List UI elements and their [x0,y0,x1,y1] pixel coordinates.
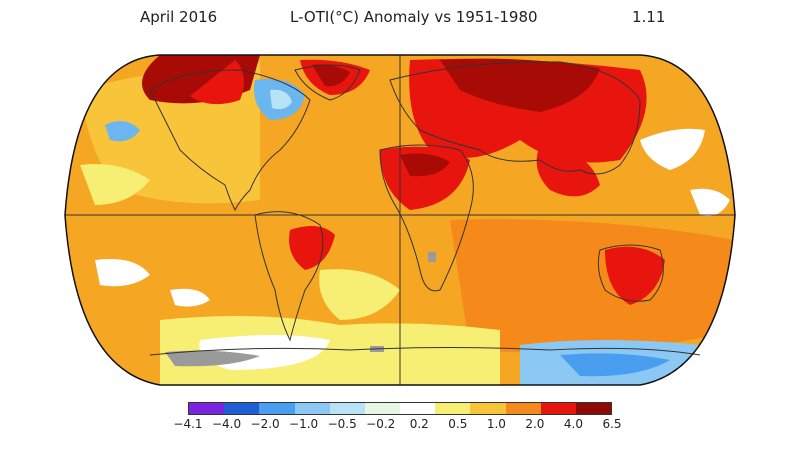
colorbar-tick-label: 0.2 [409,417,429,431]
colorbar-segment [470,403,506,414]
australia-outline [597,244,664,302]
colorbar-segment [400,403,436,414]
colorbar-segment [364,403,401,414]
colorbar-tick-label: 1.0 [486,417,506,431]
colorbar-legend: −4.1 −4.0 −2.0 −1.0 −0.5 −0.2 0.2 0.5 1.0 2.0 4.0 6… [173,402,622,442]
south-america-outline [254,211,324,342]
colorbar-segment [575,403,612,414]
north-america-outline [149,69,311,212]
coastlines [149,61,701,356]
greenland-outline [294,64,361,101]
date-label: April 2016 [140,8,218,26]
colorbar-tick-label: 2.0 [525,417,545,431]
africa-outline [379,144,474,292]
southern-ocean-yellow [160,316,500,385]
antarctica-outline [149,347,701,356]
colorbar-tick-label: −1.0 [289,417,319,431]
colorbar-segment [294,403,330,414]
colorbar-tick-label: −2.0 [250,417,280,431]
map-frame [64,54,736,386]
colorbar-segment [505,403,541,414]
amazon-hotspot [289,226,335,270]
colorbar-segment [259,403,295,414]
colorbar-segment [189,403,225,414]
australia-hotspot [605,246,665,305]
colorbar-segment [329,403,365,414]
colorbar-tick-label: −4.1 [173,417,203,431]
colorbar-segment [540,403,576,414]
missing-data-gray [165,350,260,367]
south-pacific-white [95,259,150,287]
global-mean-value: 1.11 [632,8,666,26]
colorbar-tick-label: −0.2 [366,417,396,431]
colorbar-tick-label: 4.0 [563,417,583,431]
map-title: L-OTI(°C) Anomaly vs 1951-1980 [290,8,538,26]
colorbar-segment [224,403,260,414]
eurasia-outline [389,61,641,175]
colorbar-tick-label: 0.5 [448,417,468,431]
north-pacific-cold [105,121,140,142]
colorbar-tick-label: −0.5 [327,417,357,431]
colorbar-ticks: −4.1 −4.0 −2.0 −1.0 −0.5 −0.2 0.2 0.5 1.0 2.0 4.0 6… [173,417,621,437]
map-header: April 2016 L-OTI(°C) Anomaly vs 1951-198… [0,8,800,32]
colorbar [188,402,612,415]
colorbar-segment [435,403,471,414]
colorbar-tick-label: −4.0 [211,417,242,431]
colorbar-tick-label: 6.5 [602,417,622,431]
